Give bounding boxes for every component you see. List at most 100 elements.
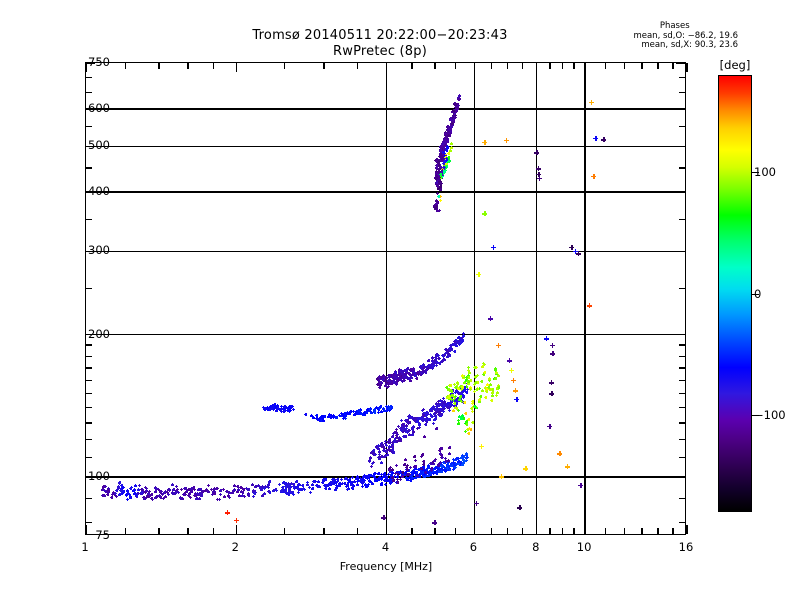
data-point: [391, 476, 394, 479]
data-point: [513, 388, 518, 393]
data-point: [134, 484, 137, 487]
data-point: [181, 497, 184, 500]
x-axis-tick: [411, 63, 412, 69]
data-point: [405, 427, 408, 430]
data-point: [578, 483, 583, 488]
x-axis-tick: [672, 63, 673, 69]
data-point: [311, 487, 314, 490]
x-axis-tick: [386, 63, 387, 72]
data-point: [445, 386, 448, 389]
data-point: [247, 492, 250, 495]
data-point: [144, 491, 147, 494]
data-point: [439, 173, 442, 176]
data-point: [271, 405, 274, 408]
data-point: [468, 427, 471, 430]
data-point: [110, 496, 113, 499]
data-point: [187, 488, 190, 491]
data-point: [441, 157, 444, 160]
data-point: [488, 377, 491, 380]
data-point: [103, 494, 106, 497]
data-point: [423, 435, 426, 438]
data-point: [534, 150, 539, 155]
data-point: [429, 364, 432, 367]
data-point: [175, 485, 178, 488]
data-point: [444, 469, 447, 472]
data-point: [454, 386, 457, 389]
data-point: [458, 97, 461, 100]
data-point: [239, 486, 242, 489]
data-point: [162, 497, 165, 500]
data-point: [322, 478, 325, 481]
data-point: [449, 117, 452, 120]
data-point: [424, 423, 427, 426]
data-point: [104, 485, 107, 488]
data-point: [504, 138, 509, 143]
data-point: [431, 367, 434, 370]
data-point: [466, 380, 469, 383]
data-point: [467, 369, 470, 372]
x-axis-tick-label: 6: [470, 540, 477, 554]
data-point: [482, 211, 487, 216]
data-point: [207, 490, 210, 493]
data-point: [154, 490, 157, 493]
data-point: [363, 413, 366, 416]
data-point: [473, 366, 476, 369]
data-point: [418, 426, 421, 429]
data-point: [267, 490, 270, 493]
data-point: [435, 199, 438, 202]
data-point: [433, 418, 436, 421]
data-point: [388, 407, 391, 410]
data-point: [447, 160, 450, 163]
data-point: [378, 407, 381, 410]
data-point: [388, 469, 391, 472]
data-point: [292, 485, 295, 488]
data-point: [397, 473, 400, 476]
data-point: [549, 380, 554, 385]
gridline-vertical: [474, 63, 475, 534]
data-point: [448, 452, 451, 455]
data-point: [395, 464, 398, 467]
data-point: [416, 420, 419, 423]
x-axis-tick: [573, 528, 574, 534]
data-point: [450, 390, 453, 393]
data-point: [450, 462, 453, 465]
data-point: [421, 368, 424, 371]
data-point: [359, 477, 362, 480]
data-point: [435, 164, 438, 167]
x-axis-tick: [605, 528, 606, 534]
data-point: [447, 156, 450, 159]
data-point: [435, 364, 438, 367]
x-axis-tick: [536, 63, 537, 72]
y-axis-tick: [679, 439, 685, 440]
data-point: [341, 482, 344, 485]
data-point: [292, 493, 295, 496]
data-point: [404, 419, 407, 422]
x-axis-tick: [357, 63, 358, 69]
x-axis-tick: [605, 63, 606, 69]
data-point: [576, 251, 581, 256]
y-axis-tick: [676, 334, 685, 335]
data-point: [308, 486, 311, 489]
data-point: [381, 443, 384, 446]
data-point: [547, 424, 552, 429]
plot-area: [86, 63, 685, 534]
data-point: [335, 416, 338, 419]
x-axis-tick: [284, 528, 285, 534]
y-axis-tick: [679, 77, 685, 78]
data-point: [324, 487, 327, 490]
x-axis-tick: [686, 63, 687, 72]
data-point: [438, 362, 441, 365]
data-point: [399, 478, 402, 481]
data-point: [405, 376, 408, 379]
y-axis-tick: [679, 344, 685, 345]
data-point: [228, 496, 231, 499]
data-point: [474, 375, 477, 378]
x-axis-tick: [491, 63, 492, 69]
data-point: [392, 432, 395, 435]
x-axis-tick: [624, 63, 625, 69]
data-point: [457, 422, 460, 425]
data-point: [467, 432, 470, 435]
data-point: [374, 453, 377, 456]
data-point: [451, 394, 454, 397]
data-point: [430, 467, 433, 470]
